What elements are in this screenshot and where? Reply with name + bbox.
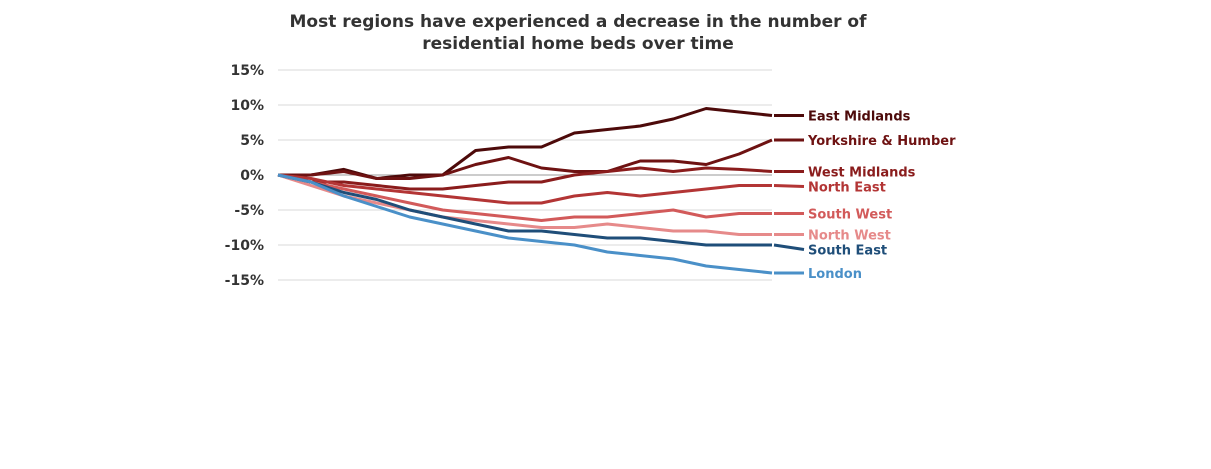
y-tick-label: 5% [240, 133, 264, 149]
series-label-yorkshire-humber: Yorkshire & Humber [807, 134, 956, 149]
series-label-london: London [808, 267, 862, 282]
series-label-connector-north-east [773, 184, 805, 188]
series-labels: East Midlands Yorkshire & Humber West Midl… [773, 110, 956, 282]
series-label-connector-south-east [773, 243, 805, 251]
chart-title-line-1: Most regions have experienced a decrease… [290, 12, 868, 32]
series-line-west-midlands [277, 166, 773, 191]
series-label-south-east: South East [808, 244, 887, 259]
series-label-north-west: North West [808, 229, 891, 244]
series-line-south-west [277, 173, 772, 222]
y-tick-label: 15% [230, 63, 264, 79]
gridlines [278, 69, 772, 281]
y-tick-label: 0% [240, 168, 264, 184]
series-line-north-east [277, 173, 772, 205]
series-label-east-midlands: East Midlands [808, 110, 911, 125]
y-tick-label: -15% [225, 273, 264, 289]
y-tick-label: 10% [230, 98, 264, 114]
y-axis-tick-labels: -15% -10% -5% 0% 5% 10% 15% [225, 63, 264, 289]
series-line-south-east [277, 173, 772, 247]
chart-title: Most regions have experienced a decrease… [290, 12, 868, 54]
series-line-north-west [277, 173, 772, 236]
series-label-south-west: South West [808, 208, 892, 223]
chart-title-line-2: residential home beds over time [422, 34, 733, 54]
series-label-west-midlands: West Midlands [808, 166, 916, 181]
y-tick-label: -10% [225, 238, 264, 254]
series-line-london [277, 173, 773, 275]
series-label-north-east: North East [808, 181, 886, 196]
y-tick-label: -5% [234, 203, 264, 219]
series-line-yorkshire-humber [278, 138, 773, 180]
series-lines [277, 107, 773, 275]
